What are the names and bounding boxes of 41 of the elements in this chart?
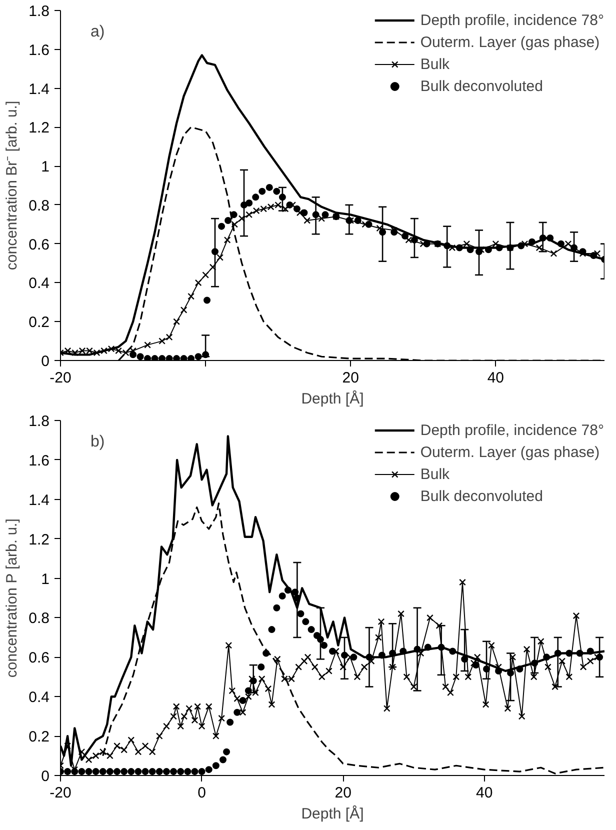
x-tick-label: 40 — [487, 370, 504, 386]
y-tick-label: 0.2 — [28, 314, 50, 332]
y-tick-label: 0.6 — [28, 650, 50, 667]
y-tick-label: 0.6 — [28, 236, 50, 254]
y-tick-label: 1.2 — [28, 531, 50, 548]
legend-label: Bulk — [420, 466, 450, 482]
annotation: a) — [90, 24, 105, 40]
y-tick-label: 1.8 — [28, 413, 50, 430]
y-axis-title: concentration P [arb. u.] — [4, 518, 21, 678]
y-tick-label: 1.8 — [28, 3, 50, 20]
legend-label: Bulk deconvoluted — [420, 488, 543, 504]
y-tick-label: 0.8 — [28, 610, 50, 628]
y-tick-label: 0 — [41, 353, 50, 370]
legend-label: Depth profile, incidence 78° — [420, 422, 604, 438]
legend-label: Bulk — [420, 56, 450, 72]
x-tick-label: 40 — [476, 784, 493, 802]
x-tick-label: -20 — [50, 370, 72, 386]
legend-label: Bulk deconvoluted — [420, 78, 543, 94]
y-axis-title: concentration Br⁻ [arb. u.] — [4, 100, 21, 270]
y-tick-label: 1.4 — [28, 492, 50, 509]
y-tick-label: 0.4 — [28, 275, 50, 292]
x-axis-title: Depth [Å] — [301, 804, 364, 822]
x-tick-label: -20 — [50, 784, 72, 802]
y-tick-label: 0.2 — [28, 728, 50, 746]
y-tick-label: 0.8 — [28, 197, 50, 214]
y-tick-label: 1.2 — [28, 120, 50, 137]
legend-label: Depth profile, incidence 78° — [420, 12, 604, 28]
legend-label: Outerm. Layer (gas phase) — [420, 34, 600, 50]
x-tick-label: 0 — [198, 784, 206, 802]
y-tick-label: 1.6 — [28, 42, 50, 59]
legend-label: Outerm. Layer (gas phase) — [420, 444, 600, 460]
annotation: b) — [90, 434, 105, 450]
y-tick-label: 1 — [41, 570, 50, 588]
y-tick-label: 0 — [41, 768, 50, 785]
x-tick-label: 20 — [342, 370, 359, 386]
y-tick-label: 1.6 — [28, 452, 50, 470]
y-tick-label: 0.4 — [28, 689, 50, 706]
y-tick-label: 1.4 — [28, 80, 50, 98]
x-axis-title: Depth [Å] — [301, 390, 364, 408]
y-tick-label: 1 — [41, 158, 50, 176]
x-tick-label: 20 — [334, 784, 352, 802]
